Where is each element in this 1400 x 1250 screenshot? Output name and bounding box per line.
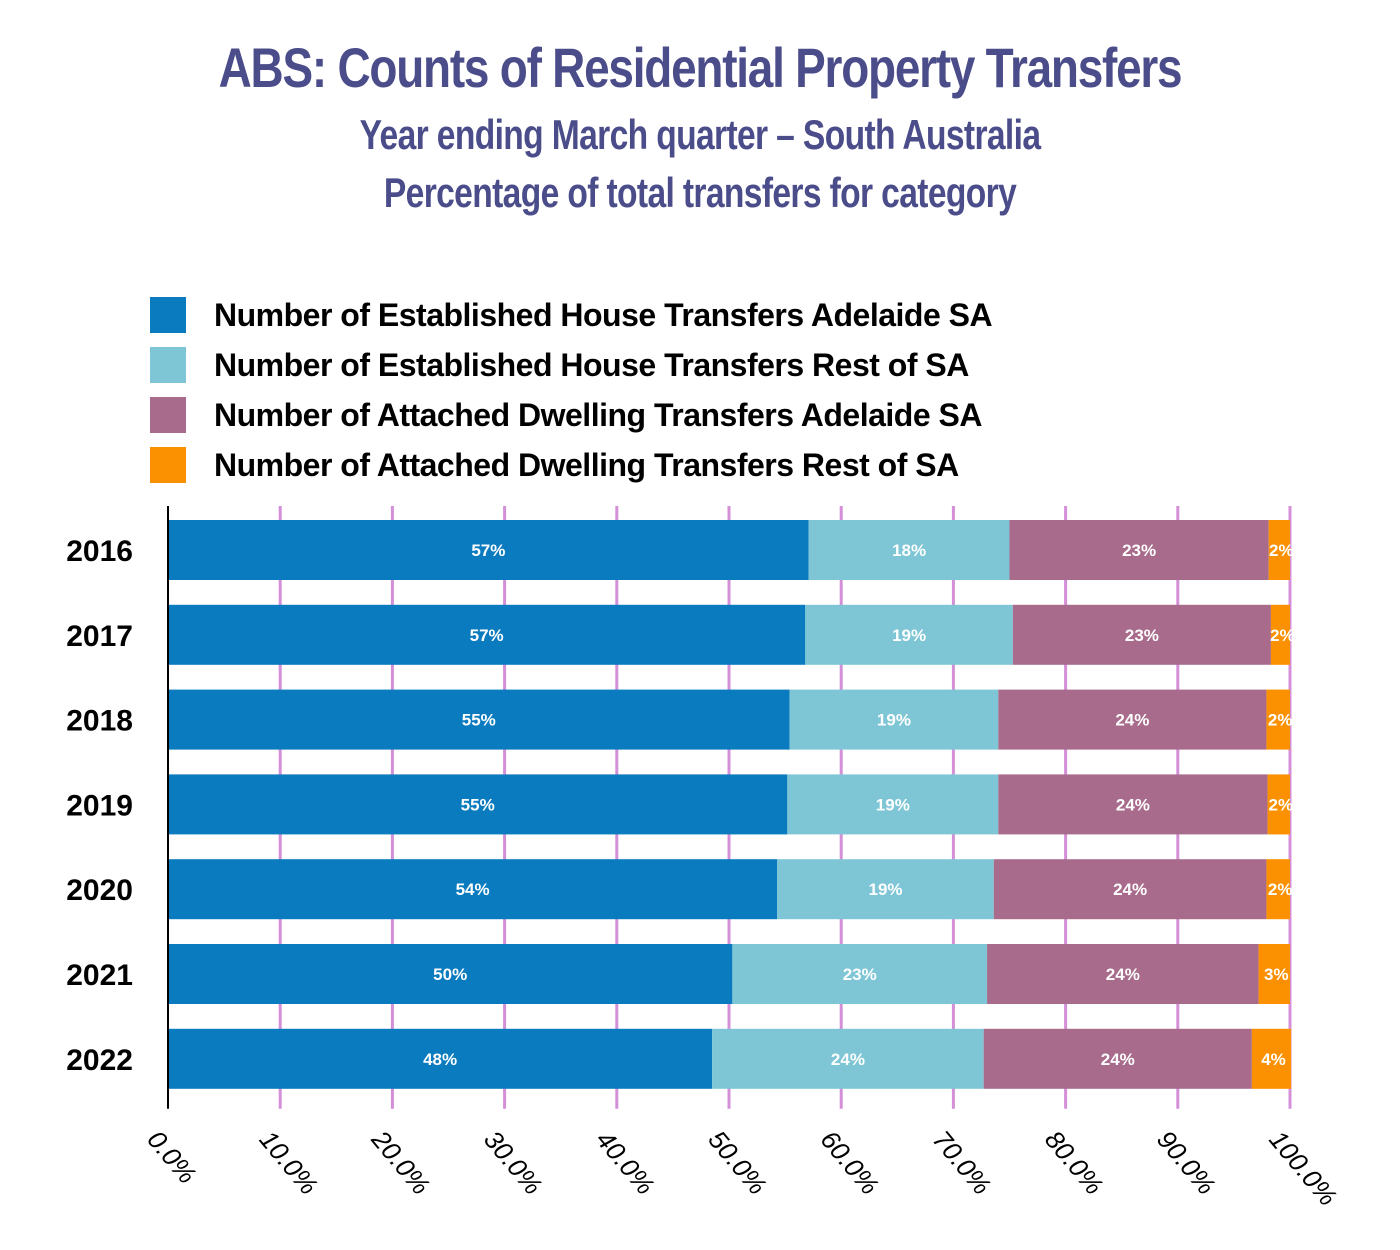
bar-segment bbox=[1268, 520, 1290, 580]
bar-segment-label: 54% bbox=[456, 880, 490, 899]
bar-segment bbox=[168, 520, 809, 580]
bar-segment bbox=[1270, 604, 1290, 665]
legend-item: Number of Established House Transfers Ad… bbox=[150, 290, 993, 340]
x-tick-label: 50.0% bbox=[702, 1125, 772, 1201]
bar-segment-label: 23% bbox=[1122, 541, 1156, 560]
bar-segment bbox=[732, 944, 988, 1004]
bar-segment bbox=[787, 774, 999, 835]
x-tick-label: 100.0% bbox=[1263, 1125, 1343, 1212]
bar-segment bbox=[1012, 604, 1271, 665]
legend-label: Number of Established House Transfers Ad… bbox=[214, 296, 993, 333]
bar-segment bbox=[993, 859, 1267, 920]
chart-subtitle-line-2: Percentage of total transfers for catego… bbox=[383, 169, 1017, 216]
bar-segment-label: 23% bbox=[843, 965, 877, 984]
bar-segment-label: 55% bbox=[461, 795, 495, 814]
bar-segment bbox=[1251, 1028, 1292, 1089]
bar-segment bbox=[1258, 944, 1290, 1004]
x-tick-label: 0.0% bbox=[141, 1125, 202, 1190]
bar-segment-label: 2% bbox=[1270, 626, 1295, 645]
legend-item: Number of Established House Transfers Re… bbox=[150, 340, 992, 390]
y-axis-labels: 2016 2017 2018 2019 2020 2021 2022 bbox=[66, 535, 133, 1077]
bar-segment-label: 2% bbox=[1268, 880, 1293, 899]
legend-swatch bbox=[150, 447, 186, 483]
legend-swatch bbox=[150, 397, 186, 433]
y-tick-label: 2019 bbox=[66, 789, 133, 822]
bar-segment-label: 3% bbox=[1264, 965, 1289, 984]
bar-segment-label: 4% bbox=[1261, 1050, 1286, 1069]
chart-titles: ABS: Counts of Residential Property Tran… bbox=[0, 30, 1400, 222]
legend-swatch bbox=[150, 297, 186, 333]
bar-segment-label: 23% bbox=[1125, 626, 1159, 645]
bar-segment bbox=[168, 604, 806, 665]
y-tick-label: 2016 bbox=[66, 535, 133, 568]
x-tick-label: 40.0% bbox=[590, 1125, 660, 1201]
x-axis-labels: 0.0% 10.0% 20.0% 30.0% 40.0% 50.0% 60.0% 70.0% 8… bbox=[141, 1124, 1343, 1212]
bar-segment bbox=[168, 689, 790, 750]
bar-segment bbox=[168, 774, 788, 835]
x-tick-label: 20.0% bbox=[365, 1124, 436, 1201]
bar-segment-label: 24% bbox=[1115, 711, 1149, 730]
x-tick-label: 10.0% bbox=[254, 1125, 324, 1201]
bar-segment bbox=[1266, 689, 1290, 750]
bar-segment bbox=[168, 859, 778, 920]
bar-segment-label: 24% bbox=[1116, 795, 1150, 814]
x-tick-label: 90.0% bbox=[1151, 1125, 1221, 1201]
bar-segment-label: 19% bbox=[876, 795, 910, 814]
x-tick-label: 70.0% bbox=[927, 1125, 997, 1201]
bar-segment bbox=[983, 1028, 1252, 1089]
bar-segment bbox=[987, 944, 1259, 1004]
bar-segment-label: 24% bbox=[831, 1050, 865, 1069]
bar-segment bbox=[805, 604, 1013, 665]
bar-segment-label: 55% bbox=[462, 711, 496, 730]
bar-segment-label: 2% bbox=[1268, 795, 1293, 814]
bar-segment bbox=[1266, 859, 1290, 920]
y-tick-label: 2022 bbox=[66, 1044, 133, 1077]
legend-label: Number of Attached Dwelling Transfers Re… bbox=[214, 446, 959, 483]
bar-segment bbox=[168, 1028, 713, 1089]
bar-segment-label: 24% bbox=[1106, 965, 1140, 984]
bar-segment-label: 50% bbox=[433, 965, 467, 984]
bar-segment-label: 57% bbox=[470, 626, 504, 645]
y-tick-label: 2021 bbox=[66, 959, 133, 992]
bar-segment bbox=[1267, 774, 1290, 835]
bar-segment-label: 57% bbox=[471, 541, 505, 560]
chart-subtitle-line-1: Year ending March quarter – South Austra… bbox=[359, 111, 1041, 158]
x-tick-label: 30.0% bbox=[478, 1125, 548, 1201]
bar-segment-label: 19% bbox=[869, 880, 903, 899]
bar-segment-label: 19% bbox=[877, 711, 911, 730]
bar-segment-label: 18% bbox=[892, 541, 926, 560]
bar-segment bbox=[998, 689, 1267, 750]
bar-segment-label: 19% bbox=[892, 626, 926, 645]
legend-item: Number of Attached Dwelling Transfers Ad… bbox=[150, 390, 992, 440]
legend-item: Number of Attached Dwelling Transfers Re… bbox=[150, 440, 992, 490]
bar-segment bbox=[808, 520, 1010, 580]
y-tick-label: 2020 bbox=[66, 874, 133, 907]
bar-segment-label: 24% bbox=[1101, 1050, 1135, 1069]
bar-segment-label: 24% bbox=[1113, 880, 1147, 899]
x-tick-label: 80.0% bbox=[1039, 1125, 1109, 1201]
bar-segment-label: 48% bbox=[423, 1050, 457, 1069]
x-tick-label: 60.0% bbox=[815, 1125, 885, 1201]
y-tick-label: 2017 bbox=[66, 620, 133, 653]
bar-segment bbox=[712, 1028, 984, 1089]
chart-title: ABS: Counts of Residential Property Tran… bbox=[218, 36, 1183, 99]
bar-segment bbox=[998, 774, 1268, 835]
bar-segment bbox=[777, 859, 994, 920]
legend: Number of Established House Transfers Ad… bbox=[150, 290, 993, 490]
y-tick-label: 2018 bbox=[66, 705, 133, 738]
legend-swatch bbox=[150, 347, 186, 383]
bar-segment-label: 2% bbox=[1268, 711, 1293, 730]
bar-segment bbox=[168, 944, 733, 1004]
bar-segment bbox=[1009, 520, 1269, 580]
bar-segment bbox=[789, 689, 999, 750]
legend-label: Number of Attached Dwelling Transfers Ad… bbox=[214, 396, 982, 433]
bars: 57% 18% 23% 2% 57% 19% 23% 2% 55% 19% 24% 2% 55% 19% 2… bbox=[168, 520, 1295, 1089]
bar-segment-label: 2% bbox=[1269, 541, 1294, 560]
legend-label: Number of Established House Transfers Re… bbox=[214, 346, 969, 383]
